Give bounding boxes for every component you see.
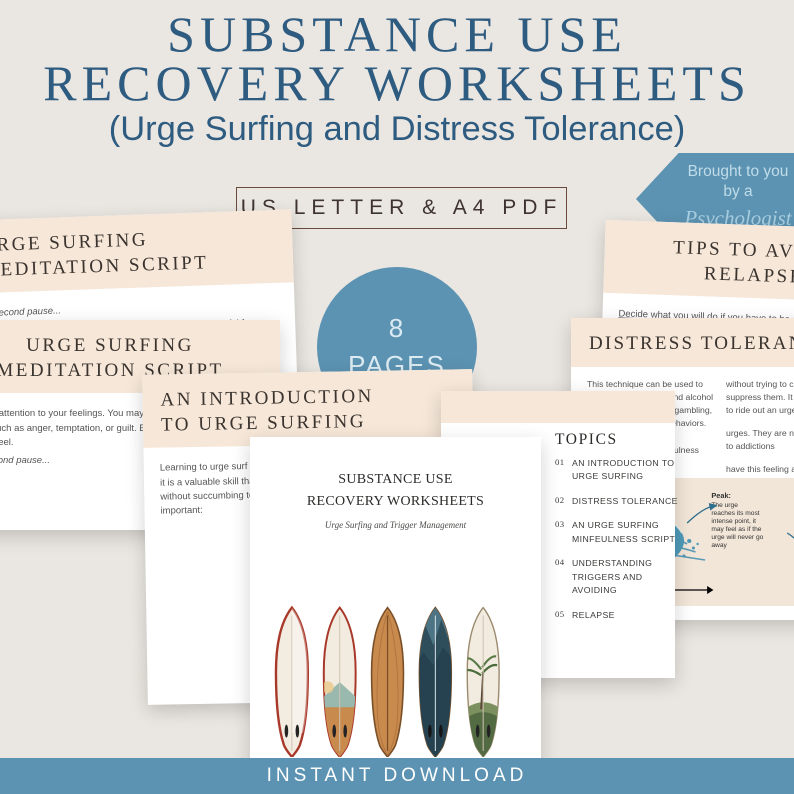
svg-text:may feel as if the: may feel as if the [711,526,762,533]
svg-text:Peak:: Peak: [711,491,731,500]
svg-text:The urge: The urge [711,502,738,509]
svg-text:urge will never go: urge will never go [711,534,763,541]
svg-text:reaches its most: reaches its most [711,510,760,517]
svg-text:away: away [711,542,727,549]
svg-text:intense point, it: intense point, it [711,518,756,525]
